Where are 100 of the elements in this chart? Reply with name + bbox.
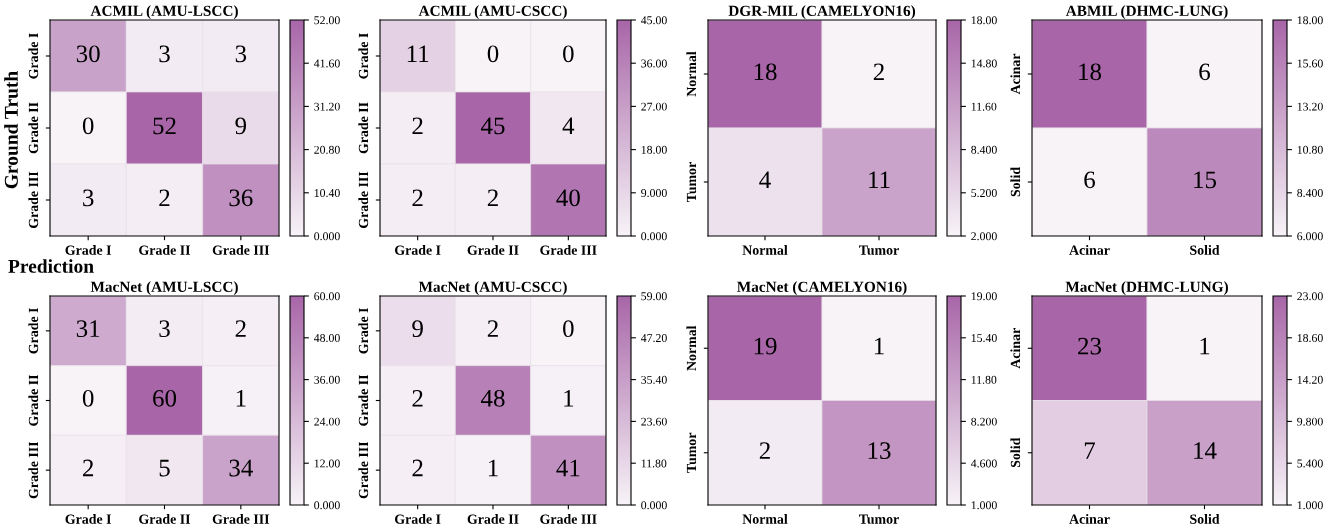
- y-tick-label: Acinar: [1010, 53, 1021, 95]
- data-label: 18: [754, 63, 777, 81]
- data-label: 52: [153, 117, 176, 135]
- data-label: 7: [1084, 442, 1096, 459]
- data-label: 34: [229, 459, 253, 477]
- data-label: 14: [1194, 442, 1217, 459]
- data-label: 6: [1199, 63, 1210, 81]
- color-bar-label: 5.400: [1297, 459, 1323, 468]
- y-tick-label: Tumor: [686, 162, 697, 202]
- data-label: 0: [563, 320, 574, 338]
- color-bar-label: 10.40: [314, 189, 340, 198]
- data-label: 9: [412, 320, 423, 338]
- y-tick-label: Grade II: [358, 374, 369, 426]
- data-label: 6: [1084, 171, 1095, 189]
- data-label: 2: [412, 389, 423, 407]
- data-label: 0: [487, 45, 499, 63]
- color-bar-label: 36.00: [314, 375, 340, 384]
- y-tick-label: Grade I: [28, 307, 39, 354]
- color-bar-label: 18.60: [1297, 334, 1323, 343]
- data-label: 2: [412, 459, 423, 477]
- color-bar-label: 24.00: [314, 417, 340, 426]
- data-label: 40: [556, 189, 580, 207]
- data-label: 2: [83, 459, 94, 477]
- y-tick-label: Grade II: [358, 102, 369, 154]
- data-label: 2: [235, 320, 246, 337]
- color-bar-label: 20.80: [314, 145, 340, 154]
- y-tick-label: Grade I: [28, 33, 39, 79]
- color-bar-label: 14.80: [971, 59, 997, 68]
- color-bar-label: 23.60: [641, 417, 667, 426]
- data-label: 3: [83, 189, 94, 207]
- color-bar-label: 2.000: [971, 232, 997, 241]
- x-tick-label: Grade III: [540, 514, 597, 524]
- data-label: 1: [488, 459, 498, 477]
- data-label: 2: [412, 189, 423, 207]
- data-label: 3: [235, 45, 247, 63]
- x-tick-label: Grade I: [65, 514, 112, 524]
- color-bar-label: 36.00: [641, 59, 667, 68]
- data-label: 19: [754, 337, 777, 355]
- x-tick-label: Grade II: [467, 245, 519, 255]
- y-tick-label: Tumor: [686, 432, 697, 473]
- y-tick-label: Acinar: [1010, 328, 1021, 369]
- color-bar-label: 0.000: [314, 232, 340, 241]
- data-label: 1: [236, 390, 246, 407]
- color-bar-label: 31.20: [314, 102, 340, 111]
- data-label: 9: [235, 117, 247, 135]
- data-label: 2: [487, 189, 498, 207]
- y-tick-label: Normal: [686, 325, 697, 371]
- color-bar-label: 1.000: [1297, 501, 1323, 510]
- data-label: 23: [1078, 337, 1102, 355]
- chart-title: MacNet (DHMC-LUNG): [1065, 281, 1228, 296]
- x-tick-label: Grade II: [467, 514, 519, 524]
- data-label: 0: [563, 45, 574, 63]
- data-label: 41: [556, 459, 580, 477]
- x-tick-label: Tumor: [859, 514, 899, 524]
- color-bar-label: 11.80: [971, 375, 997, 384]
- data-label: 30: [76, 45, 100, 63]
- data-label: 11: [869, 171, 890, 189]
- text: Prediction: [8, 259, 94, 273]
- x-tick-label: Solid: [1190, 514, 1220, 524]
- color-bar-label: 0.000: [641, 232, 667, 241]
- color-bar-label: 9.000: [641, 189, 667, 198]
- color-bar-label: 5.200: [971, 189, 997, 198]
- data-label: 1: [1200, 337, 1210, 355]
- chart-title: ACMIL (AMU-CSCC): [418, 5, 567, 20]
- chart-title: DGR-MIL (CAMELYON16): [728, 5, 916, 20]
- y-tick-label: Grade II: [28, 374, 39, 426]
- data-label: 2: [412, 117, 423, 135]
- x-tick-label: Grade II: [139, 245, 191, 255]
- color-bar-label: 23.00: [1297, 292, 1323, 301]
- color-bar-label: 60.00: [314, 292, 340, 301]
- y-tick-label: Solid: [1010, 167, 1021, 197]
- color-bar-label: 27.00: [641, 102, 667, 111]
- color-bar-label: 1.000: [971, 501, 997, 510]
- chart-title: MacNet (AMU-CSCC): [418, 281, 567, 296]
- color-bar-label: 47.20: [640, 334, 667, 343]
- color-bar-label: 9.800: [1297, 417, 1323, 426]
- x-tick-label: Grade I: [395, 514, 441, 524]
- data-label: 18: [1079, 63, 1102, 81]
- color-bar-label: 18.00: [971, 16, 997, 25]
- color-bar-label: 10.80: [1297, 145, 1323, 154]
- data-label: 0: [82, 117, 94, 135]
- data-label: 3: [159, 45, 170, 63]
- data-label: 2: [873, 63, 884, 81]
- color-bar-label: 12.00: [314, 459, 340, 468]
- x-tick-label: Grade II: [139, 514, 191, 524]
- x-tick-label: Normal: [742, 245, 788, 255]
- color-bar-label: 8.400: [971, 145, 997, 154]
- data-label: 2: [759, 442, 770, 459]
- data-label: 36: [229, 189, 253, 207]
- x-tick-label: Grade III: [540, 245, 597, 255]
- y-tick-label: Solid: [1010, 437, 1021, 468]
- color-bar-label: 15.40: [971, 334, 997, 343]
- x-tick-label: Solid: [1190, 245, 1220, 255]
- y-tick-label: Grade I: [358, 33, 369, 79]
- y-tick-label: Grade II: [28, 102, 39, 154]
- data-label: 60: [153, 389, 177, 407]
- x-tick-label: Grade I: [65, 245, 112, 255]
- data-label: 13: [868, 442, 891, 460]
- x-tick-label: Grade III: [212, 514, 270, 524]
- data-label: 48: [480, 389, 505, 407]
